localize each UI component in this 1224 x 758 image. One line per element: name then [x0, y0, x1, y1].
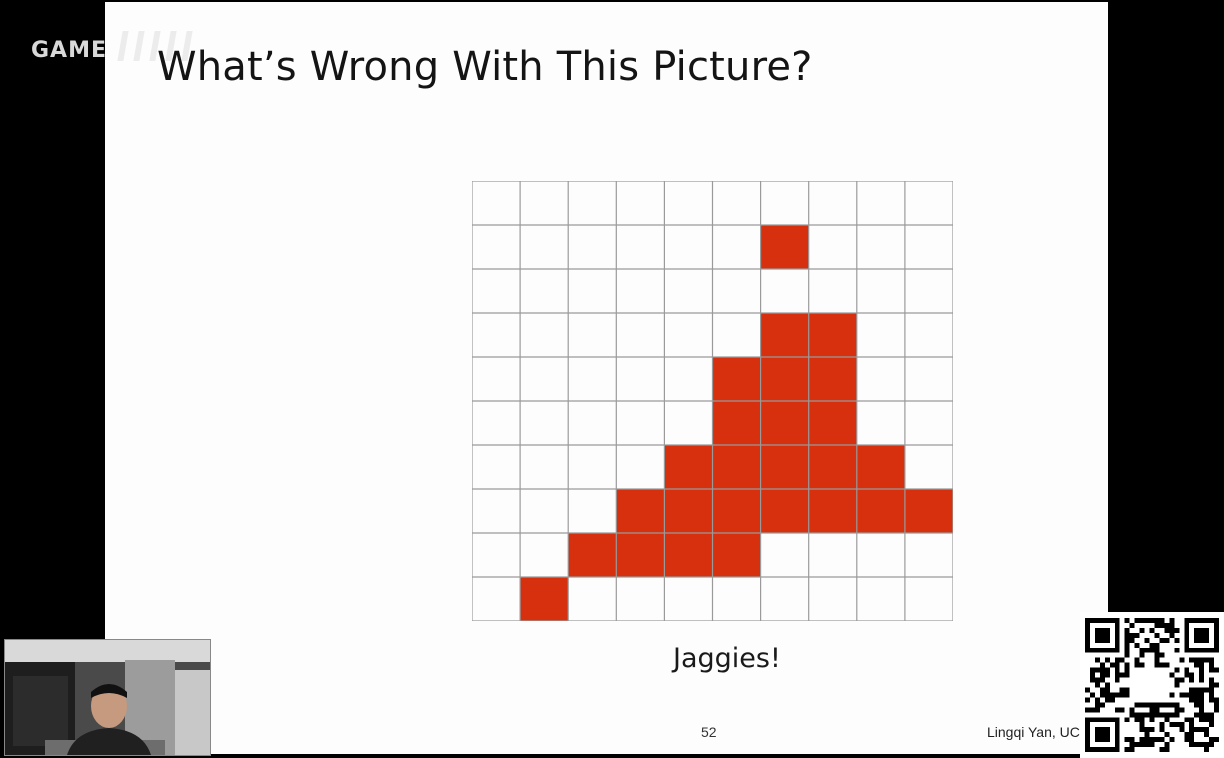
filled-pixel: [664, 445, 713, 489]
watermark-logo: [117, 26, 360, 66]
filled-pixel: [616, 533, 665, 577]
filled-pixel: [808, 489, 857, 533]
filled-pixel: [712, 445, 761, 489]
filled-pixel: [712, 357, 761, 401]
qr-code: [1080, 612, 1224, 758]
presenter-webcam: [4, 639, 211, 756]
filled-pixel: [760, 313, 809, 357]
filled-pixel: [808, 401, 857, 445]
filled-pixel: [904, 489, 953, 533]
filled-pixel: [664, 533, 713, 577]
filled-pixel: [520, 577, 569, 621]
filled-pixel: [808, 313, 857, 357]
filled-pixel: [808, 357, 857, 401]
filled-pixel: [760, 401, 809, 445]
channel-watermark: GAME: [31, 38, 108, 63]
slide-title: What’s Wrong With This Picture?: [157, 44, 813, 90]
slide-caption: Jaggies!: [673, 643, 781, 674]
filled-pixel: [856, 489, 905, 533]
slide-page-number: 52: [701, 724, 717, 740]
filled-pixel: [712, 533, 761, 577]
filled-pixel: [760, 225, 809, 269]
filled-pixel: [568, 533, 617, 577]
filled-pixel: [808, 445, 857, 489]
filled-pixel: [616, 489, 665, 533]
filled-pixel: [664, 489, 713, 533]
filled-pixel: [712, 401, 761, 445]
filled-pixel: [712, 489, 761, 533]
filled-pixel: [760, 489, 809, 533]
filled-pixel: [856, 445, 905, 489]
slide: What’s Wrong With This Picture? Jaggies!…: [105, 2, 1174, 754]
pixel-grid: [472, 181, 953, 621]
filled-pixel: [760, 357, 809, 401]
filled-pixel: [760, 445, 809, 489]
